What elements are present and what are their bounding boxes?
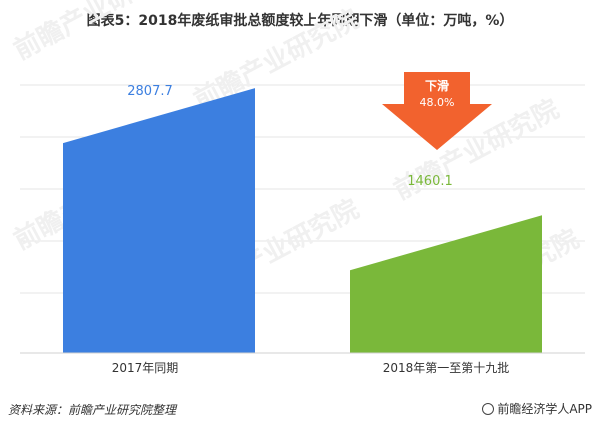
x-tick-label-1: 2018年第一至第十九批 [383, 360, 510, 375]
x-tick-label-0: 2017年同期 [112, 361, 179, 375]
brand-mark: 前瞻经济学人APP [482, 400, 592, 417]
bar-0 [63, 88, 255, 354]
source-note: 资料来源：前瞻产业研究院整理 [8, 403, 177, 417]
brand-name: 前瞻经济学人APP [497, 402, 592, 416]
x-axis: 2017年同期 2018年第一至第十九批 [20, 352, 585, 375]
data-labels: 2807.7 1460.1 [127, 84, 453, 189]
decline-arrow [382, 72, 492, 150]
data-label-1: 1460.1 [407, 174, 453, 189]
watermark-text: 前瞻产业研究院 [189, 3, 364, 116]
bars [63, 88, 542, 354]
data-label-0: 2807.7 [127, 84, 173, 99]
brand-logo-icon [482, 402, 495, 415]
chart-title: 图表5：2018年废纸审批总额度较上年同期下滑（单位：万吨，%） [86, 13, 514, 29]
decline-annotation: 下滑 48.0% [382, 72, 492, 150]
decline-value: 48.0% [420, 96, 455, 109]
decline-label: 下滑 [425, 78, 449, 93]
bar-1 [350, 215, 542, 353]
watermark-text: 前瞻产业研究院 [9, 0, 184, 66]
